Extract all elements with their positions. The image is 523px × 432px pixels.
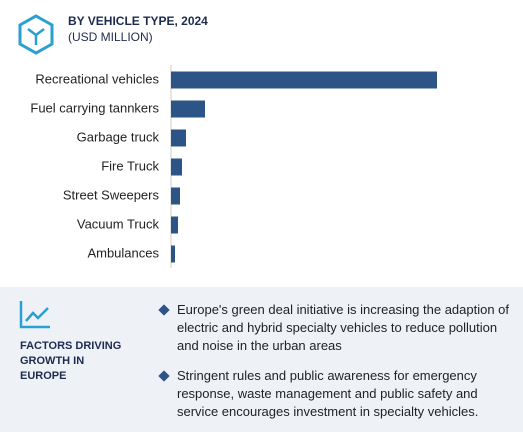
category-label: Street Sweepers: [63, 187, 160, 202]
bar: [171, 245, 175, 263]
chart: BY VEHICLE TYPE, 2024 (USD MILLION) Recr…: [18, 14, 437, 268]
factors-heading: FACTORS DRIVING GROWTH IN EUROPE: [20, 340, 122, 382]
category-label: Vacuum Truck: [77, 216, 160, 231]
category-label: Fuel carrying tannkers: [30, 100, 159, 115]
factor-bullet: Europe's green deal initiative is increa…: [158, 301, 510, 355]
bar: [171, 187, 180, 205]
category-label: Fire Truck: [101, 158, 159, 173]
bar: [171, 158, 182, 176]
chart-title: BY VEHICLE TYPE, 2024: [68, 14, 208, 28]
bar: [171, 71, 437, 89]
factors-panel: FACTORS DRIVING GROWTH IN EUROPE Europe'…: [0, 287, 523, 432]
bar: [171, 216, 178, 234]
category-label: Ambulances: [87, 245, 159, 260]
bar: [171, 129, 186, 147]
logo-icon: [18, 14, 54, 55]
trend-icon: [19, 301, 50, 329]
chart-subtitle: (USD MILLION): [68, 30, 153, 44]
category-label: Recreational vehicles: [35, 71, 159, 86]
bullet-text: Stringent rules and public awareness for…: [177, 368, 479, 419]
factor-bullet: Stringent rules and public awareness for…: [158, 367, 510, 421]
category-label: Garbage truck: [77, 129, 160, 144]
bar: [171, 100, 205, 118]
bullet-text: Europe's green deal initiative is increa…: [177, 302, 510, 353]
